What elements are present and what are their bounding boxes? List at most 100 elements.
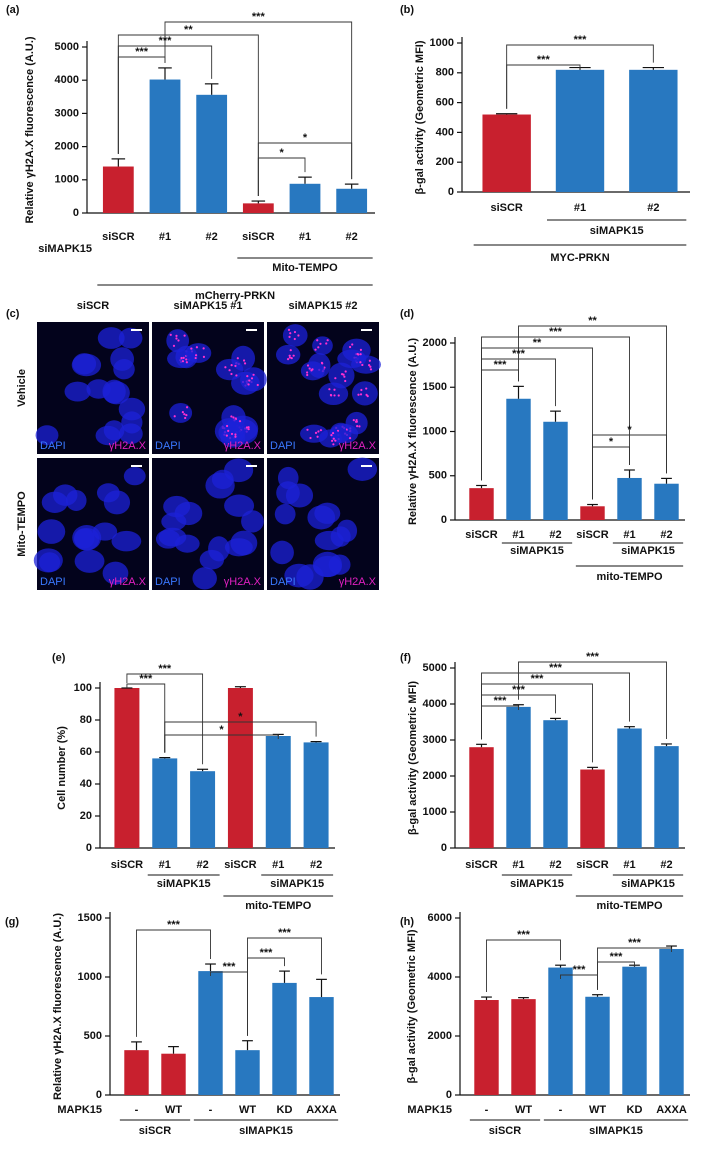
significance-label: ***: [549, 326, 563, 338]
foci: [290, 357, 293, 360]
micrograph: DAPI γH2A.X: [152, 322, 267, 454]
significance-bracket: [257, 157, 306, 197]
x-tick-label: -: [485, 1104, 489, 1116]
group-label: sIMAPK15: [589, 1125, 643, 1137]
nucleus: [318, 429, 343, 448]
foci: [252, 373, 255, 376]
bar: [506, 706, 531, 848]
foci: [202, 347, 205, 350]
foci: [359, 361, 362, 364]
nucleus: [102, 561, 129, 585]
x-tick-label: siSCR: [111, 859, 143, 871]
bar: [580, 506, 605, 520]
foci: [328, 388, 331, 391]
significance-bracket: [210, 971, 248, 1036]
bar: [336, 188, 368, 213]
foci: [297, 334, 300, 337]
significance-bracket: [481, 705, 519, 740]
foci: [333, 394, 336, 397]
x-tick-label: #2: [310, 859, 322, 871]
foci: [292, 354, 295, 357]
significance-bracket: [486, 939, 561, 993]
micrograph: DAPI γH2A.X: [267, 322, 381, 454]
x-tick-label: KD: [627, 1104, 643, 1116]
channel-label: DAPI: [270, 576, 296, 588]
x-tick-label: siSCR: [102, 231, 134, 243]
significance-label: ***: [252, 11, 266, 23]
significance-bracket: [126, 673, 204, 765]
significance-label: ***: [494, 695, 508, 707]
y-tick-label: 4000: [55, 74, 79, 86]
bar: [548, 967, 573, 1095]
foci: [183, 334, 186, 337]
significance-bracket: [506, 64, 581, 109]
nucleus: [312, 551, 342, 578]
significance-label: ***: [574, 34, 588, 46]
significance-label: ***: [135, 46, 149, 58]
nucleus: [169, 403, 193, 423]
foci: [181, 411, 184, 414]
nucleus: [111, 530, 142, 552]
significance-bracket: [117, 56, 166, 154]
foci: [337, 394, 340, 397]
nucleus: [86, 379, 111, 399]
significance-bracket: [592, 446, 630, 500]
nucleus: [336, 519, 358, 542]
group-label: siMAPK15: [157, 878, 211, 890]
foci: [317, 430, 320, 433]
foci: [330, 434, 333, 437]
channel-label: DAPI: [40, 440, 66, 452]
foci: [289, 332, 292, 335]
row-label: siMAPK15: [38, 243, 92, 255]
x-tick-label: siSCR: [465, 859, 497, 871]
foci: [306, 373, 309, 377]
foci: [289, 349, 292, 352]
row-label: MAPK15: [407, 1104, 452, 1116]
foci: [184, 416, 187, 420]
y-tick-label: 1000: [423, 806, 447, 818]
y-tick-label: 40: [80, 778, 92, 790]
foci: [224, 366, 227, 369]
foci: [308, 367, 311, 370]
nucleus: [72, 353, 97, 375]
bar: [198, 971, 223, 1095]
bar: [469, 747, 494, 848]
bar: [555, 69, 605, 192]
bar: [227, 688, 253, 848]
y-tick-label: 500: [429, 470, 447, 482]
y-tick-label: 0: [96, 1089, 102, 1101]
foci: [230, 364, 233, 367]
x-tick-label: WT: [239, 1104, 256, 1116]
foci: [194, 354, 198, 357]
foci: [185, 358, 188, 361]
foci: [250, 377, 254, 380]
x-tick-label: KD: [277, 1104, 293, 1116]
row-header: Mito-TEMPO: [16, 491, 28, 557]
x-tick-label: WT: [515, 1104, 532, 1116]
group-label: Mito-TEMPO: [272, 262, 338, 274]
y-tick-label: 6000: [428, 912, 452, 924]
y-tick-label: 60: [80, 746, 92, 758]
y-tick-label: 2000: [428, 1030, 452, 1042]
x-tick-label: #1: [159, 231, 171, 243]
nucleus: [307, 505, 336, 530]
significance-label: ***: [549, 662, 563, 674]
y-tick-label: 500: [84, 1030, 102, 1042]
bar: [265, 736, 291, 848]
significance-label: ***: [260, 947, 274, 959]
nucleus: [103, 490, 131, 515]
foci: [314, 348, 317, 351]
foci: [344, 379, 347, 383]
y-axis-label: Relative γH2A.X fluorescence (A.U.): [24, 36, 36, 223]
bar: [654, 483, 679, 520]
foci: [305, 371, 309, 374]
x-tick-label: #2: [549, 859, 561, 871]
significance-bracket: [117, 34, 259, 197]
foci: [185, 414, 188, 417]
bar: [114, 688, 140, 848]
y-tick-label: 2000: [423, 337, 447, 349]
significance-bracket: [481, 369, 519, 481]
nucleus: [345, 411, 368, 435]
significance-label: **: [588, 315, 597, 327]
foci: [357, 353, 360, 356]
